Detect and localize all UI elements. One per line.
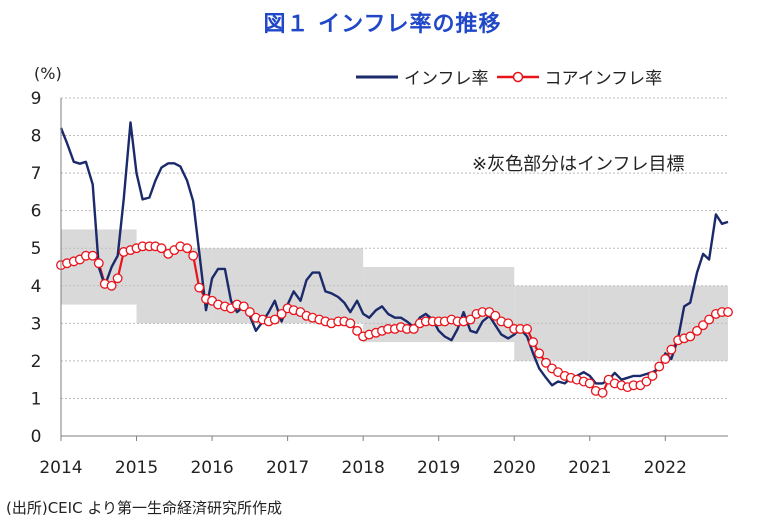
chart-title: 図１ インフレ率の推移 bbox=[263, 12, 502, 37]
core-inflation-point bbox=[276, 308, 287, 319]
x-tick-label: 2018 bbox=[342, 458, 385, 478]
legend-item-headline: インフレ率 bbox=[354, 64, 489, 89]
core-inflation-point bbox=[597, 387, 608, 398]
core-inflation-point bbox=[465, 314, 476, 325]
core-inflation-point bbox=[490, 310, 501, 321]
core-inflation-point bbox=[269, 314, 280, 325]
core-inflation-point bbox=[534, 348, 545, 359]
y-tick-label: 6 bbox=[31, 202, 42, 222]
y-tick-label: 5 bbox=[31, 239, 42, 259]
x-tick-label: 2020 bbox=[493, 458, 536, 478]
x-tick-label: 2021 bbox=[568, 458, 611, 478]
core-inflation-point bbox=[87, 250, 98, 261]
y-tick-label: 2 bbox=[31, 352, 42, 372]
y-axis-unit-label: (%) bbox=[34, 64, 62, 83]
core-inflation-point bbox=[654, 361, 665, 372]
target-band-annotation: ※灰色部分はインフレ目標 bbox=[472, 154, 685, 175]
legend-label-core: コアインフレ率 bbox=[544, 69, 663, 89]
y-tick-label: 0 bbox=[31, 427, 42, 447]
core-inflation-point bbox=[345, 318, 356, 329]
core-inflation-point bbox=[584, 378, 595, 389]
core-inflation-point bbox=[93, 258, 104, 269]
core-inflation-point bbox=[528, 337, 539, 348]
core-inflation-point bbox=[685, 331, 696, 342]
core-inflation-point bbox=[244, 307, 255, 318]
y-tick-label: 4 bbox=[31, 277, 42, 297]
core-inflation-point bbox=[106, 280, 117, 291]
x-tick-label: 2022 bbox=[644, 458, 687, 478]
core-inflation-point bbox=[112, 273, 123, 284]
legend-label-headline: インフレ率 bbox=[404, 69, 489, 89]
axes: 0 1 2 3 4 5 6 7 8 9 2014 2015 2016 2017 2018 2019 2020 20… bbox=[31, 89, 728, 478]
legend-line-headline-icon bbox=[356, 75, 398, 78]
legend-line-core-icon bbox=[496, 71, 539, 82]
core-inflation-point bbox=[723, 307, 733, 318]
x-tick-label: 2015 bbox=[115, 458, 158, 478]
series-layer bbox=[56, 121, 733, 398]
core-inflation-point bbox=[522, 324, 533, 334]
source-note: (出所)CEIC より第一生命経済研究所作成 bbox=[6, 499, 283, 517]
y-tick-label: 9 bbox=[31, 89, 42, 109]
y-tick-label: 8 bbox=[31, 127, 42, 147]
x-tick-label: 2017 bbox=[266, 458, 309, 478]
core-inflation-point bbox=[352, 325, 363, 336]
core-inflation-point bbox=[641, 376, 652, 387]
x-tick-label: 2014 bbox=[39, 458, 82, 478]
legend-item-core: コアインフレ率 bbox=[495, 64, 663, 89]
legend: インフレ率 コアインフレ率 bbox=[354, 64, 668, 89]
core-inflation-point bbox=[188, 250, 199, 261]
core-inflation-point bbox=[194, 282, 205, 293]
core-inflation-point bbox=[182, 243, 193, 254]
y-tick-label: 1 bbox=[31, 389, 42, 409]
core-inflation-point bbox=[408, 324, 419, 334]
core-inflation-point bbox=[541, 357, 551, 368]
core-inflation-point bbox=[704, 314, 715, 325]
core-inflation-point bbox=[692, 325, 702, 336]
core-inflation-point bbox=[666, 344, 677, 355]
x-tick-label: 2019 bbox=[417, 458, 460, 478]
core-inflation-point bbox=[156, 243, 167, 254]
core-inflation-point bbox=[647, 370, 658, 381]
series-line-headline-inflation bbox=[59, 121, 729, 387]
core-inflation-point bbox=[660, 354, 671, 364]
core-inflation-point bbox=[698, 320, 709, 331]
core-inflation-point bbox=[238, 301, 249, 312]
core-inflation-point bbox=[503, 318, 514, 329]
line-chart: 0 1 2 3 4 5 6 7 8 9 2014 2015 2016 2017 2018 2019 2020 20… bbox=[31, 89, 733, 478]
y-tick-label: 3 bbox=[31, 314, 42, 334]
gridlines bbox=[61, 97, 728, 399]
y-tick-label: 7 bbox=[31, 164, 42, 184]
x-tick-label: 2016 bbox=[190, 458, 233, 478]
